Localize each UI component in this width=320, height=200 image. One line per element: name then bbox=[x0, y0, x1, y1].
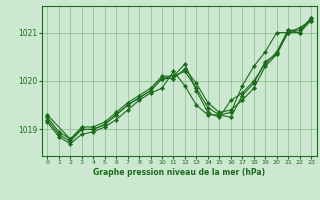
X-axis label: Graphe pression niveau de la mer (hPa): Graphe pression niveau de la mer (hPa) bbox=[93, 168, 265, 177]
